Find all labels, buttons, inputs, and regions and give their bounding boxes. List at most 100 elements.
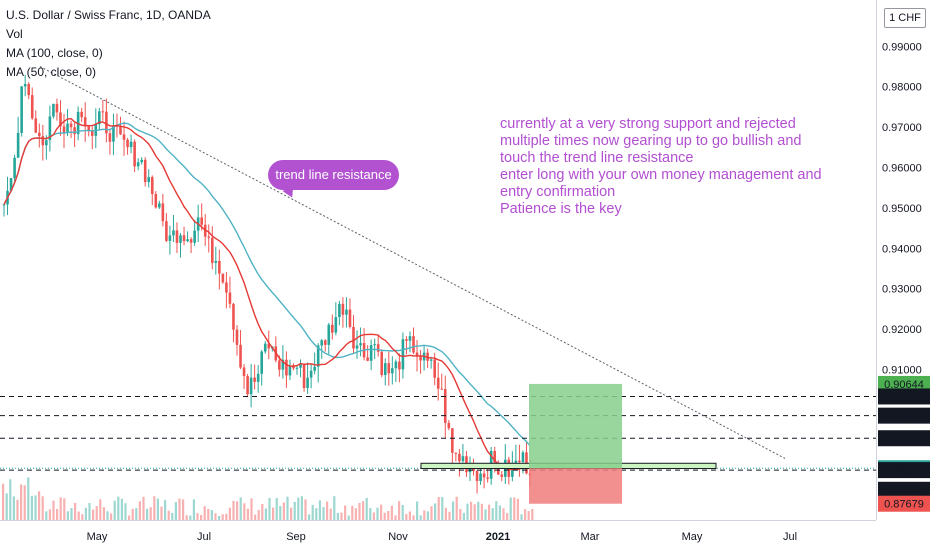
volume-bar <box>351 505 354 520</box>
candle-body <box>447 422 451 429</box>
volume-bar <box>340 512 343 520</box>
volume-bar <box>318 500 321 520</box>
candle-body <box>16 132 20 158</box>
volume-bar <box>322 507 325 520</box>
volume-bar <box>9 479 12 520</box>
candle-body <box>214 260 218 263</box>
volume-bar <box>311 504 314 520</box>
volume-bar <box>192 499 195 520</box>
volume-bar <box>225 513 228 520</box>
candle-body <box>493 450 496 463</box>
volume-bar <box>416 501 419 520</box>
candle-body <box>140 159 143 163</box>
currency-button[interactable]: 1 CHF <box>884 8 926 28</box>
price-tick-label: 0.98000 <box>882 82 922 94</box>
volume-bar <box>466 503 469 520</box>
candle-body <box>2 204 6 206</box>
price-label-tag <box>878 375 930 392</box>
volume-bar <box>484 509 487 520</box>
price-tick-label: 0.96000 <box>882 163 922 175</box>
candle-body <box>394 361 398 369</box>
candle-body <box>165 221 168 241</box>
ma50-line <box>3 117 531 471</box>
candle-body <box>34 118 38 133</box>
candle-body <box>458 453 461 462</box>
candle-body <box>323 340 327 345</box>
volume-bar <box>214 513 217 520</box>
symbol-title: U.S. Dollar / Swiss Franc, 1D, OANDA <box>6 8 211 22</box>
candle-body <box>239 344 242 368</box>
trendline-callout[interactable]: trend line resistance <box>268 160 399 190</box>
volume-bar <box>297 497 300 520</box>
volume-bar <box>344 505 347 520</box>
volume-bar <box>531 508 534 520</box>
candle-body <box>299 363 302 368</box>
volume-bar <box>156 498 159 520</box>
volume-bar <box>2 483 5 520</box>
time-tick-label: Sep <box>286 531 306 543</box>
candle-body <box>133 141 136 167</box>
candle-body <box>295 367 299 369</box>
candle-body <box>80 111 83 118</box>
volume-bar <box>401 504 404 520</box>
price-tick-label: 0.93000 <box>882 284 922 296</box>
volume-bar <box>59 497 62 520</box>
volume-bar <box>236 501 239 520</box>
volume-bar <box>74 502 77 520</box>
volume-bar <box>178 498 181 520</box>
candle-body <box>419 356 422 361</box>
volume-bar <box>437 497 440 520</box>
candle-body <box>108 133 112 142</box>
candle-body <box>479 473 482 481</box>
volume-bar <box>23 485 26 520</box>
volume-bar <box>362 501 365 520</box>
price-label-text: 0.88024 <box>884 485 924 497</box>
volume-bar <box>441 497 444 520</box>
analysis-note[interactable]: currently at a very strong support and r… <box>500 116 830 218</box>
price-label-tag <box>878 495 930 512</box>
volume-bar <box>495 501 498 520</box>
volume-bar <box>113 500 116 520</box>
candle-body <box>105 111 108 134</box>
candle-body <box>369 345 373 361</box>
candle-body <box>182 235 186 242</box>
volume-bar <box>354 508 357 520</box>
volume-bar <box>16 499 19 520</box>
volume-bar <box>398 501 401 520</box>
candle-body <box>281 359 285 370</box>
price-tick-label: 0.91000 <box>882 365 922 377</box>
volume-bar <box>516 498 519 520</box>
volume-bar <box>34 495 37 520</box>
candle-body <box>126 139 129 148</box>
candle-body <box>433 359 436 378</box>
candle-body <box>267 343 271 349</box>
price-label-tag <box>878 430 930 447</box>
volume-bar <box>250 498 253 520</box>
volume-bar <box>358 502 361 520</box>
candle-body <box>331 324 334 333</box>
volume-bar <box>99 499 102 520</box>
volume-bar <box>455 496 458 520</box>
candle-body <box>13 157 16 179</box>
volume-bar <box>452 501 455 520</box>
candle-body <box>412 336 415 353</box>
volume-bar <box>218 515 221 520</box>
volume-bar <box>462 512 465 520</box>
volume-bar <box>261 503 264 520</box>
candle-body <box>23 83 27 87</box>
candle-body <box>313 366 316 371</box>
volume-bar <box>369 508 372 520</box>
candle-body <box>38 132 41 137</box>
candle-body <box>306 377 309 389</box>
candle-body <box>136 162 140 167</box>
volume-bar <box>419 515 422 520</box>
candle-body <box>429 359 433 361</box>
volume-bar <box>286 496 289 520</box>
candle-body <box>415 352 419 357</box>
volume-bar <box>120 498 123 520</box>
volume-bar <box>128 515 131 520</box>
volume-bar <box>243 503 246 520</box>
candle-body <box>87 126 91 132</box>
